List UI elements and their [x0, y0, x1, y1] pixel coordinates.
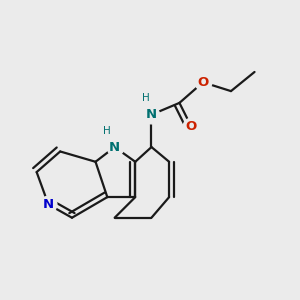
- Text: N: N: [43, 198, 54, 211]
- Text: N: N: [109, 141, 120, 154]
- Text: N: N: [146, 108, 157, 121]
- Text: H: H: [142, 94, 149, 103]
- Text: O: O: [197, 76, 208, 89]
- Text: H: H: [103, 126, 111, 136]
- Text: O: O: [186, 120, 197, 133]
